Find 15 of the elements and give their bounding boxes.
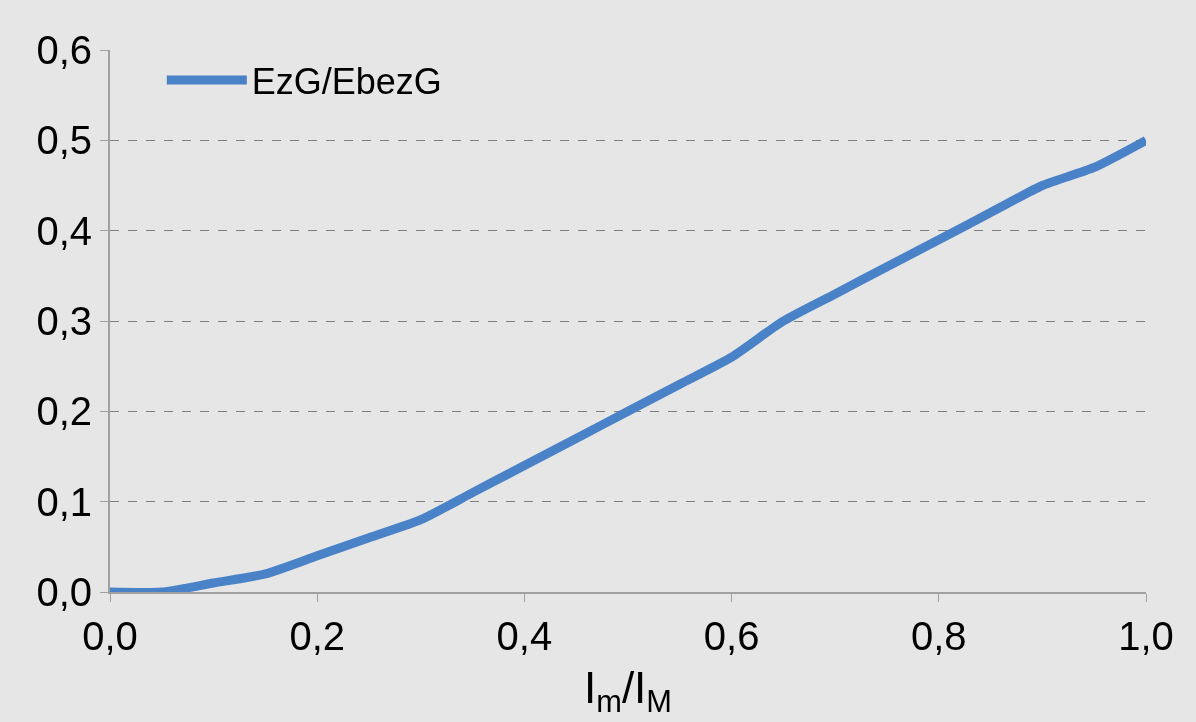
y-tick-label: 0,3 (36, 299, 92, 343)
x-tick-label: 0,8 (911, 614, 967, 658)
y-tick-label: 0,4 (36, 208, 92, 253)
x-tick-label: 0,2 (289, 614, 345, 658)
y-tick-label: 0,5 (36, 118, 92, 163)
x-tick-label: 1,0 (1118, 614, 1174, 658)
x-axis-title: I$_{m}$/I$_{M}$ (584, 662, 672, 720)
x-tick-label: 0,0 (82, 614, 138, 658)
x-tick-label: 0,6 (703, 614, 760, 658)
x-tick-label: 0,4 (496, 614, 553, 658)
y-tick-label: 0,1 (36, 479, 92, 524)
legend-label: EzG/EbezG (251, 60, 442, 102)
y-tick-label: 0,2 (36, 389, 92, 434)
y-tick-label: 0,6 (36, 28, 92, 72)
y-tick-label: 0,0 (36, 570, 92, 614)
